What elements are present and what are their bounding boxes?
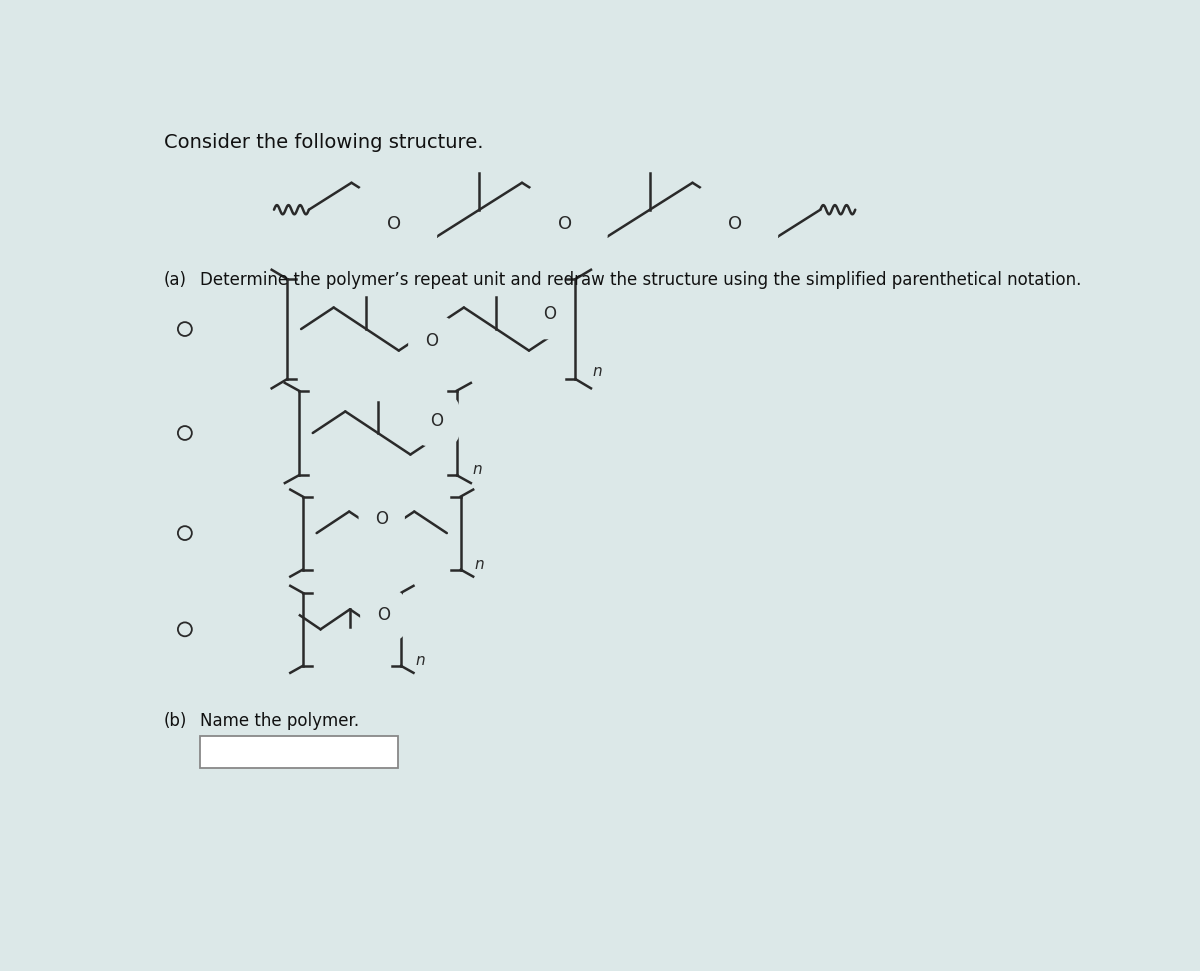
Text: O: O [558,215,571,232]
FancyBboxPatch shape [200,736,398,768]
Text: Name the polymer.: Name the polymer. [200,712,360,730]
Text: O: O [728,215,742,232]
Text: n: n [473,461,482,477]
Text: n: n [593,364,602,379]
Text: O: O [431,412,443,430]
Text: O: O [425,332,438,351]
Text: (a): (a) [164,271,187,289]
Text: O: O [388,215,401,232]
Text: n: n [475,556,485,572]
Text: n: n [415,653,425,668]
Text: Determine the polymer’s repeat unit and redraw the structure using the simplifie: Determine the polymer’s repeat unit and … [200,271,1081,289]
Text: (b): (b) [164,712,187,730]
Text: Consider the following structure.: Consider the following structure. [164,133,484,151]
Text: O: O [376,510,389,528]
Text: O: O [544,305,557,322]
Text: O: O [377,607,390,624]
